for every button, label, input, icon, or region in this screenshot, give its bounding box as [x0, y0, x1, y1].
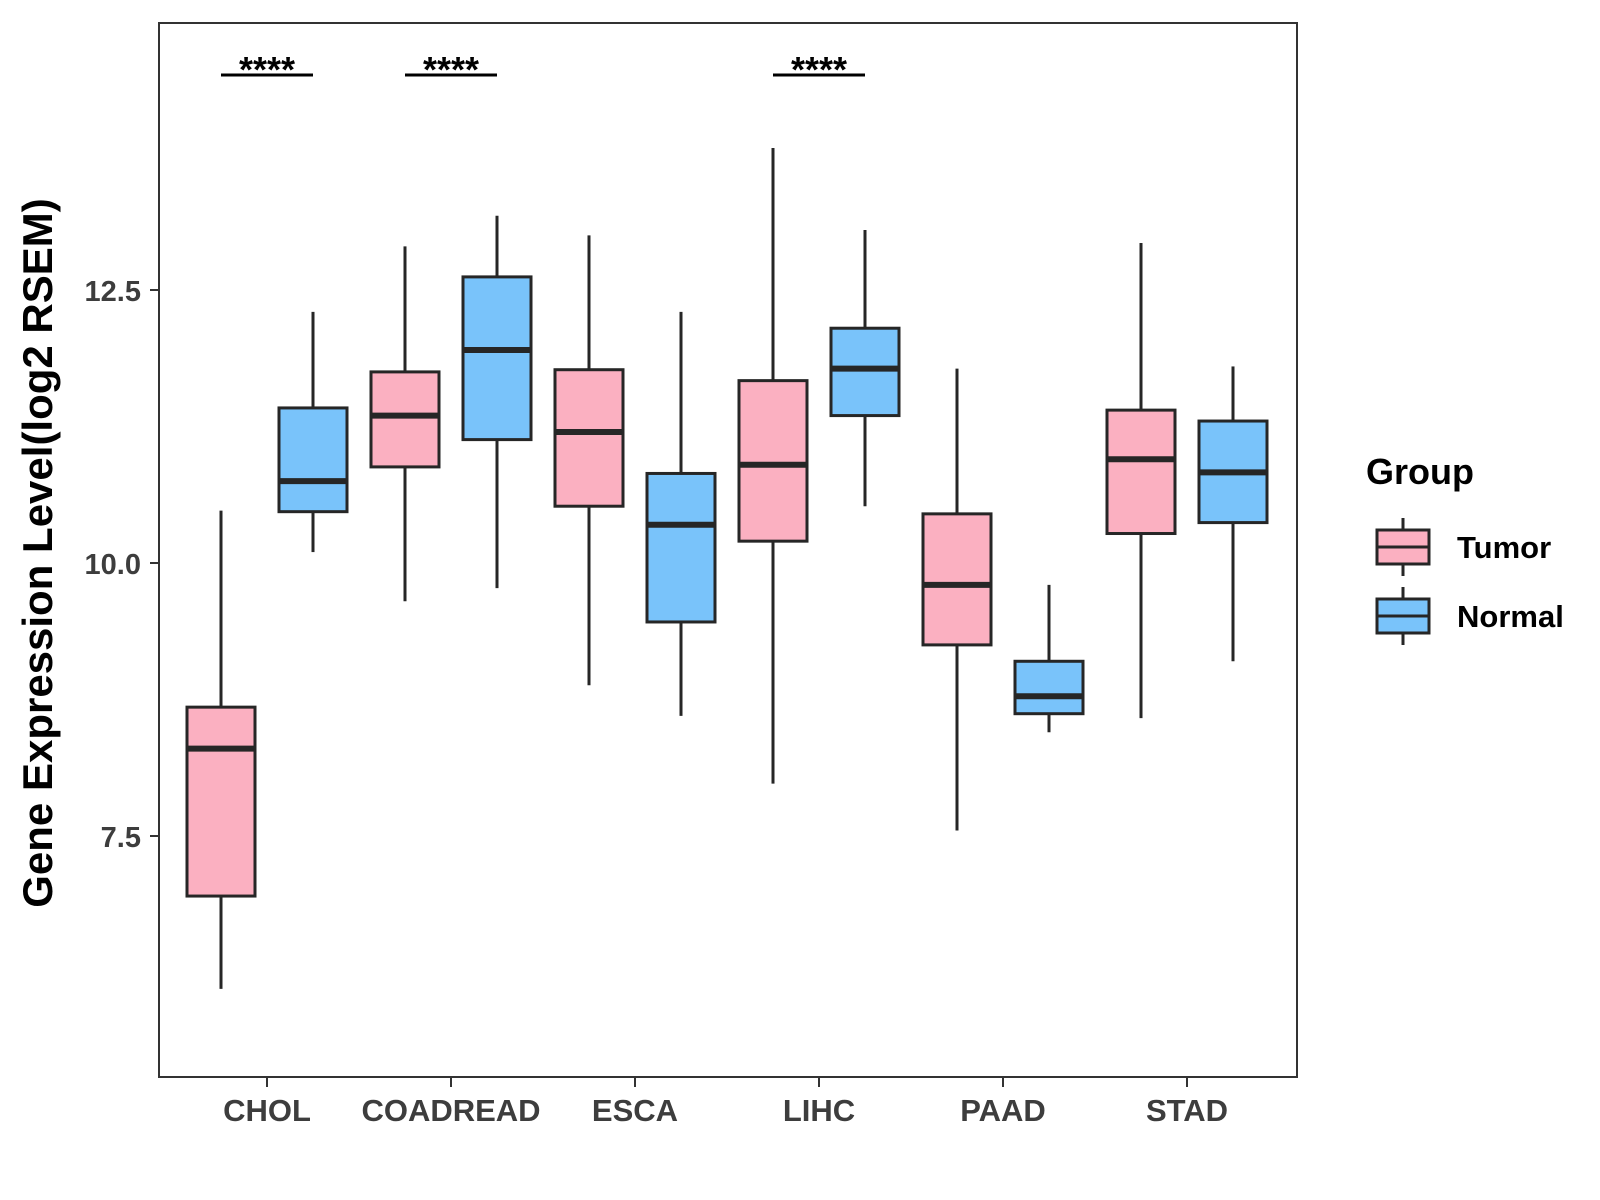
box-body	[461, 275, 533, 442]
legend-label: Normal	[1457, 599, 1564, 634]
box-tumor-paad	[921, 368, 993, 831]
boxes	[185, 148, 1269, 989]
box-body	[185, 705, 257, 898]
box-tumor-stad	[1105, 243, 1177, 719]
x-tick-label-coadread: COADREAD	[361, 1093, 540, 1128]
box-body	[829, 326, 901, 418]
x-tick-label-lihc: LIHC	[783, 1093, 855, 1128]
box-normal-coadread	[461, 215, 533, 589]
box-body	[553, 368, 625, 508]
x-axis: CHOL COADREAD ESCA LIHC PAAD STAD	[223, 1077, 1228, 1128]
significance-label: ****	[239, 49, 295, 90]
box-body	[277, 406, 349, 514]
y-tick-label: 7.5	[101, 822, 141, 854]
significance-lihc: ****	[773, 49, 865, 90]
box-body	[921, 512, 993, 647]
legend-entries: Tumor Normal	[1375, 518, 1564, 645]
box-normal-stad	[1197, 366, 1269, 662]
significance-annotations: **** **** ****	[221, 49, 865, 90]
box-body	[737, 379, 809, 543]
box-normal-paad	[1013, 584, 1085, 733]
legend: Group Tumor Normal	[1366, 451, 1564, 645]
y-axis-title: Gene Expression Level(log2 RSEM)	[14, 198, 61, 908]
box-body	[369, 370, 441, 469]
legend-label: Tumor	[1457, 530, 1551, 565]
x-tick-label-stad: STAD	[1146, 1093, 1228, 1128]
significance-coadread: ****	[405, 49, 497, 90]
x-tick-label-esca: ESCA	[592, 1093, 678, 1128]
plot-panel	[158, 22, 1298, 1078]
significance-label: ****	[423, 49, 479, 90]
y-tick-label: 10.0	[85, 549, 141, 581]
box-normal-chol	[277, 311, 349, 553]
box-tumor-esca	[553, 235, 625, 686]
y-tick-label: 12.5	[85, 276, 141, 308]
box-normal-lihc	[829, 229, 901, 507]
box-tumor-coadread	[369, 246, 441, 602]
legend-title: Group	[1366, 451, 1474, 492]
y-axis: 7.5 10.0 12.5	[85, 276, 159, 854]
significance-label: ****	[791, 49, 847, 90]
box-normal-esca	[645, 311, 717, 716]
box-body	[1013, 659, 1085, 716]
box-tumor-lihc	[737, 148, 809, 784]
x-tick-label-paad: PAAD	[960, 1093, 1046, 1128]
legend-item-tumor: Tumor	[1375, 518, 1551, 576]
significance-chol: ****	[221, 49, 313, 90]
box-tumor-chol	[185, 510, 257, 989]
legend-item-normal: Normal	[1375, 587, 1564, 645]
box-body	[1105, 408, 1177, 536]
x-tick-label-chol: CHOL	[223, 1093, 311, 1128]
box-body	[645, 471, 717, 624]
